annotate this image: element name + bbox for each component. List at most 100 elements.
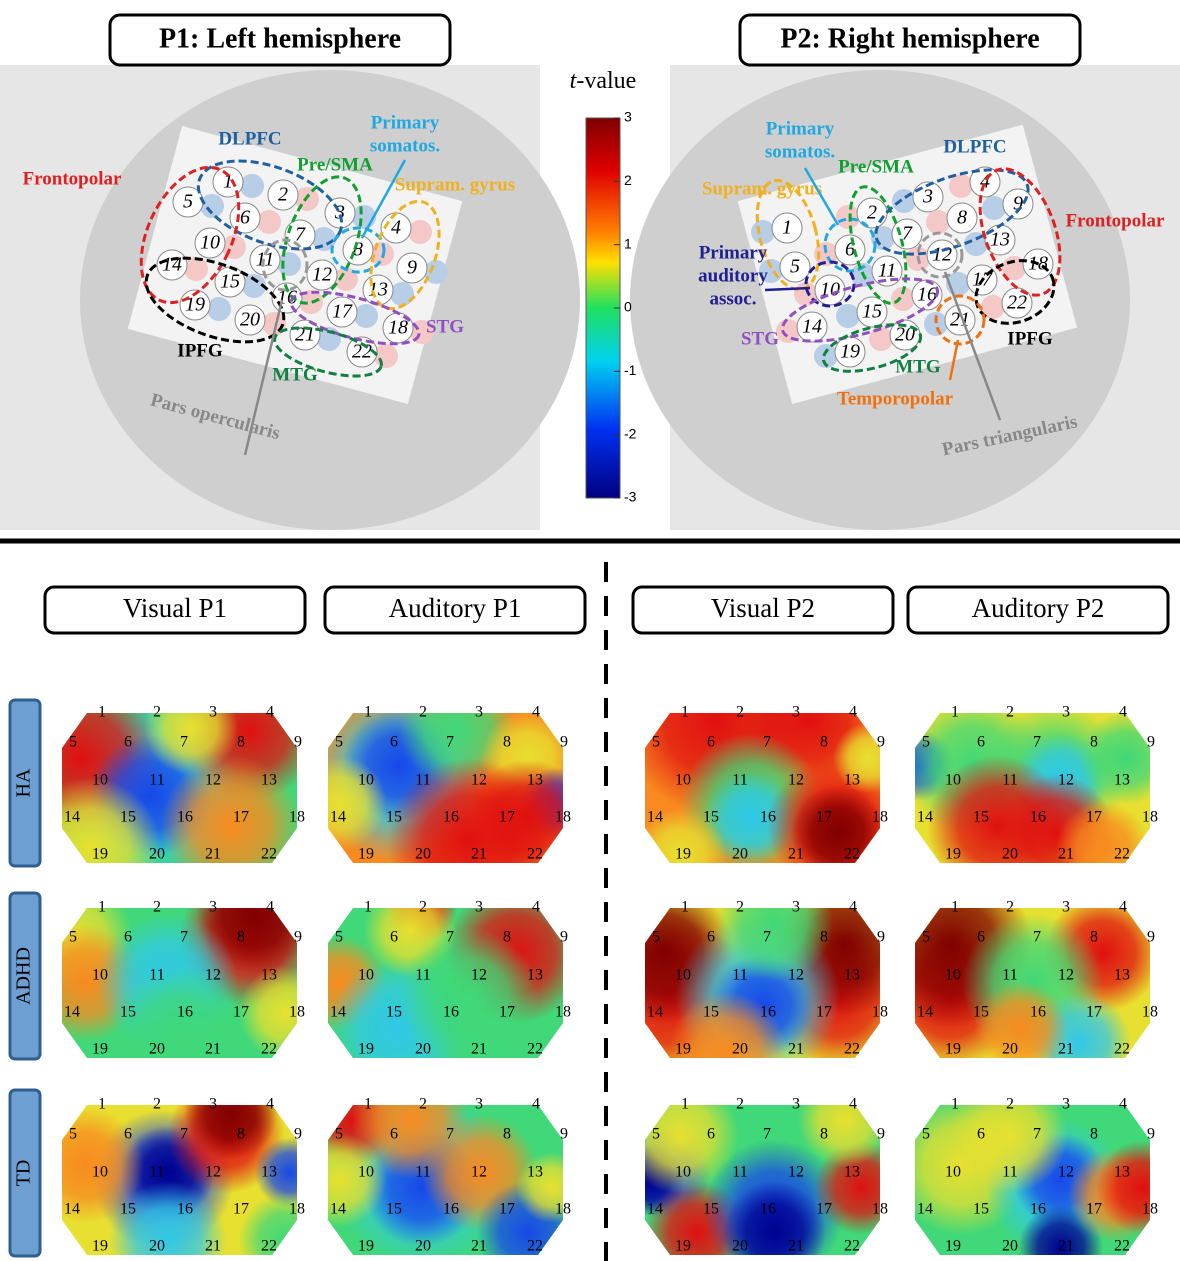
- channel-number: 18: [555, 1004, 571, 1021]
- channel-number: 11: [415, 1164, 430, 1181]
- channel-number: 6: [390, 929, 398, 946]
- channel-number: 2: [1006, 899, 1014, 916]
- channel-number: 19: [358, 1238, 374, 1255]
- region-label: IPFG: [1007, 328, 1053, 349]
- probe-dot: [892, 189, 916, 213]
- colorbar-label-text: -value: [576, 68, 636, 94]
- channel-number: 16: [1030, 1004, 1046, 1021]
- channel-number: 5: [922, 1126, 930, 1143]
- channel-number: 21: [1058, 846, 1074, 863]
- colorbar-label: t-value: [570, 68, 637, 94]
- channel-number: 22: [527, 1041, 543, 1058]
- channel-number: 20: [1002, 1041, 1018, 1058]
- channel-number: 16: [917, 284, 937, 306]
- region-label: MTG: [895, 356, 941, 377]
- figure: P1: Left hemisphere P2: Right hemisphere…: [0, 0, 1180, 1261]
- channel-number: 13: [844, 772, 860, 789]
- channel-number: 16: [760, 1004, 776, 1021]
- row-label: HA: [13, 768, 35, 797]
- channel-number: 9: [877, 1126, 885, 1143]
- channel-number: 1: [951, 899, 959, 916]
- channel-number: 17: [816, 1201, 832, 1218]
- channel-number: 2: [867, 202, 877, 224]
- column-title: Auditory P1: [389, 593, 522, 623]
- channel-number: 12: [205, 967, 221, 984]
- channel-number: 20: [240, 309, 260, 331]
- channel-number: 8: [820, 1126, 828, 1143]
- column-title: Auditory P2: [972, 593, 1105, 623]
- channel-number: 18: [555, 1201, 571, 1218]
- channel-number: 3: [1062, 704, 1070, 721]
- channel-number: 10: [358, 772, 374, 789]
- channel-number: 7: [1033, 734, 1041, 751]
- channel-number: 12: [205, 772, 221, 789]
- channel-number: 15: [703, 1201, 719, 1218]
- channel-number: 19: [92, 1041, 108, 1058]
- channel-number: 1: [681, 1096, 689, 1113]
- region-label: Pre/SMA: [297, 154, 373, 175]
- channel-number: 1: [364, 704, 372, 721]
- channel-number: 13: [261, 772, 277, 789]
- region-label: IPFG: [177, 340, 223, 361]
- channel-number: 11: [1002, 967, 1017, 984]
- topo-blob: [238, 966, 332, 1060]
- channel-number: 1: [98, 1096, 106, 1113]
- channel-number: 4: [532, 1096, 540, 1113]
- channel-number: 9: [560, 929, 568, 946]
- channel-number: 2: [419, 704, 427, 721]
- channel-number: 6: [124, 929, 132, 946]
- channel-number: 4: [532, 899, 540, 916]
- channel-number: 13: [527, 1164, 543, 1181]
- channel-number: 5: [652, 1126, 660, 1143]
- channel-number: 16: [1030, 809, 1046, 826]
- region-label: STG: [426, 316, 464, 337]
- channel-number: 18: [388, 317, 408, 339]
- column-title: Visual P2: [711, 593, 815, 623]
- row-label: ADHD: [13, 947, 35, 1005]
- channel-number: 10: [945, 967, 961, 984]
- channel-number: 2: [278, 184, 288, 206]
- channel-number: 8: [1090, 929, 1098, 946]
- channel-number: 17: [499, 1004, 515, 1021]
- probe-dot: [240, 174, 264, 198]
- channel-number: 15: [973, 1004, 989, 1021]
- channel-number: 8: [503, 734, 511, 751]
- channel-number: 17: [816, 1004, 832, 1021]
- channel-number: 13: [1114, 772, 1130, 789]
- channel-number: 13: [261, 967, 277, 984]
- channel-number: 22: [844, 1041, 860, 1058]
- topo-map: [892, 1076, 1180, 1261]
- channel-number: 11: [732, 967, 747, 984]
- channel-number: 5: [922, 734, 930, 751]
- channel-number: 9: [1147, 734, 1155, 751]
- channel-number: 7: [180, 734, 188, 751]
- region-label: Primary: [371, 112, 440, 133]
- colorbar-tick-label: 1: [624, 235, 632, 251]
- channel-number: 6: [977, 929, 985, 946]
- channel-number: 7: [1033, 1126, 1041, 1143]
- channel-number: 21: [1058, 1238, 1074, 1255]
- channel-number: 14: [647, 809, 663, 826]
- channel-number: 14: [647, 1004, 663, 1021]
- channel-number: 13: [1114, 967, 1130, 984]
- probe-dot: [257, 210, 281, 234]
- channel-number: 15: [862, 301, 882, 323]
- channel-number: 14: [64, 809, 80, 826]
- channel-number: 14: [647, 1201, 663, 1218]
- channel-number: 12: [932, 244, 952, 266]
- channel-number: 3: [209, 899, 217, 916]
- channel-number: 19: [358, 846, 374, 863]
- channel-number: 16: [177, 1201, 193, 1218]
- probe-dot: [926, 210, 950, 234]
- channel-number: 6: [707, 734, 715, 751]
- probe-dot: [200, 194, 224, 218]
- channel-number: 5: [335, 1126, 343, 1143]
- colorbar-tick-label: 0: [624, 299, 632, 315]
- channel-number: 15: [973, 1201, 989, 1218]
- channel-number: 11: [415, 967, 430, 984]
- channel-number: 12: [312, 264, 332, 286]
- channel-number: 19: [945, 1041, 961, 1058]
- channel-number: 6: [977, 1126, 985, 1143]
- region-label: DLPFC: [218, 128, 281, 149]
- channel-number: 4: [849, 704, 857, 721]
